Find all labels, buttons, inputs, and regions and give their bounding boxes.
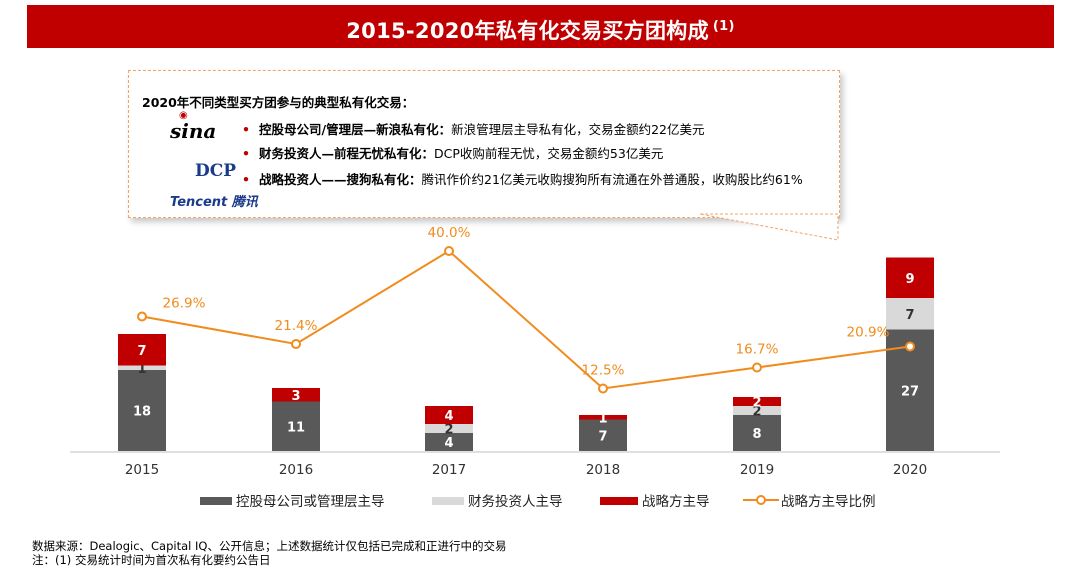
page-title: 2015-2020年私有化交易买方团构成 (1)	[27, 5, 1054, 48]
x-tick-labels: 2015 2016 2017 2018 2019 2020	[125, 462, 927, 478]
ratio-label: 40.0%	[428, 225, 471, 241]
bullet-text: 新浪管理层主导私有化，交易金额约22亿美元	[451, 122, 705, 137]
ratio-label: 16.7%	[736, 342, 779, 358]
bullet-bold: 控股母公司/管理层—新浪私有化：	[259, 122, 452, 137]
callout-bullet-tencent: • 战略投资人——搜狗私有化：腾讯作价约21亿美元收购搜狗所有流通在外普通股，收…	[242, 170, 824, 190]
legend-item-management: 控股母公司或管理层主导	[200, 490, 385, 510]
bar-segment	[733, 406, 781, 415]
ratio-point	[137, 311, 147, 322]
bar-segment	[425, 424, 473, 433]
ratio-point	[752, 362, 762, 373]
legend-label: 战略方主导比例	[781, 494, 876, 510]
dcp-logo: DCP	[195, 161, 237, 181]
bullet-dot: •	[242, 146, 250, 161]
bullet-dot: •	[242, 122, 250, 137]
legend-item-strategic: 战略方主导	[600, 490, 710, 510]
bar-value-label: 2	[752, 405, 761, 420]
ratio-label: 26.9%	[163, 296, 206, 312]
bar-value-label: 3	[291, 389, 300, 404]
bar-value-label: 11	[287, 420, 305, 435]
bar-segment	[886, 257, 934, 298]
bar-value-label: 7	[905, 308, 914, 323]
legend-swatch-financial	[432, 497, 464, 505]
bar-segment	[425, 406, 473, 424]
x-tick-label: 2016	[279, 462, 313, 478]
title-text: 2015-2020年私有化交易买方团构成	[346, 19, 709, 43]
deal-callout-box: 2020年不同类型买方团参与的典型私有化交易： ◉ sina DCP Tencen…	[128, 70, 840, 218]
title-note: (1)	[712, 19, 735, 34]
sina-logo: ◉ sina	[170, 110, 217, 143]
bar-segment	[733, 397, 781, 406]
bar-value-label: 8	[752, 427, 761, 442]
bar-value-label: 7	[137, 344, 146, 359]
sina-logo-text: sina	[170, 119, 217, 143]
legend-swatch-management	[200, 497, 232, 505]
legend-swatch-ratio	[743, 495, 779, 505]
ratio-line-layer: 26.9% 21.4% 40.0% 12.5% 16.7% 20.9%	[137, 225, 915, 394]
ratio-line	[141, 249, 911, 390]
bullet-bold: 财务投资人—前程无忧私有化：	[259, 146, 435, 161]
bar-segment	[118, 365, 166, 370]
bar-value-label: 1	[598, 411, 607, 426]
bar-segment	[425, 433, 473, 451]
callout-heading: 2020年不同类型买方团参与的典型私有化交易：	[142, 95, 415, 110]
bar-value-label: 27	[901, 384, 919, 399]
bullet-text: DCP收购前程无忧，交易金额约53亿美元	[434, 146, 664, 161]
legend-label: 财务投资人主导	[468, 494, 563, 510]
legend-swatch-strategic	[600, 497, 638, 505]
x-tick-label: 2020	[893, 462, 927, 478]
bullet-bold: 战略投资人——搜狗私有化：	[259, 172, 422, 187]
source-footnote: 数据来源：Dealogic、Capital IQ、公开信息；上述数据统计仅包括已…	[32, 539, 507, 553]
tencent-logo: Tencent 腾讯	[170, 195, 258, 210]
bar-segment	[118, 370, 166, 451]
callout-bullet-sina: • 控股母公司/管理层—新浪私有化：新浪管理层主导私有化，交易金额约22亿美元	[242, 120, 824, 140]
x-tick-label: 2017	[432, 462, 466, 478]
bar-value-label: 1	[137, 362, 146, 377]
bar-segment	[272, 388, 320, 402]
bar-value-label: 2	[752, 396, 761, 411]
legend-label: 战略方主导	[642, 494, 710, 510]
callout-bullet-dcp: • 财务投资人—前程无忧私有化：DCP收购前程无忧，交易金额约53亿美元	[242, 144, 824, 164]
ratio-point	[905, 341, 915, 352]
ratio-label: 20.9%	[847, 325, 890, 341]
ratio-label: 12.5%	[582, 363, 625, 379]
bar-value-label: 4	[444, 409, 453, 424]
ratio-label: 21.4%	[275, 318, 318, 334]
x-tick-label: 2018	[586, 462, 620, 478]
bullet-text: 腾讯作价约21亿美元收购搜狗所有流通在外普通股，收购股比约61%	[421, 172, 803, 187]
bar-value-label: 18	[133, 405, 151, 420]
bar-segment	[579, 415, 627, 420]
ratio-point	[444, 246, 454, 256]
bar-value-label: 4	[444, 436, 453, 451]
bar-segment	[118, 334, 166, 366]
bar-segment	[272, 401, 320, 451]
legend-item-financial: 财务投资人主导	[432, 490, 563, 510]
sina-eye-mark: ◉	[179, 110, 188, 121]
ratio-point	[598, 383, 608, 394]
callout-pointer	[699, 213, 839, 241]
x-tick-label: 2019	[740, 462, 774, 478]
legend-label: 控股母公司或管理层主导	[236, 494, 385, 510]
bar-value-label: 9	[905, 272, 914, 287]
bullet-dot: •	[242, 172, 250, 187]
bar-segment	[579, 419, 627, 451]
bar-value-label: 2	[444, 423, 453, 438]
bar-segment	[886, 298, 934, 330]
note-footnote: 注：(1) 交易统计时间为首次私有化要约公告日	[32, 553, 271, 567]
legend-item-ratio: 战略方主导比例	[743, 490, 876, 510]
bar-value-label: 7	[598, 429, 607, 444]
bar-segment	[733, 415, 781, 451]
x-tick-label: 2015	[125, 462, 159, 478]
ratio-point	[291, 339, 301, 349]
